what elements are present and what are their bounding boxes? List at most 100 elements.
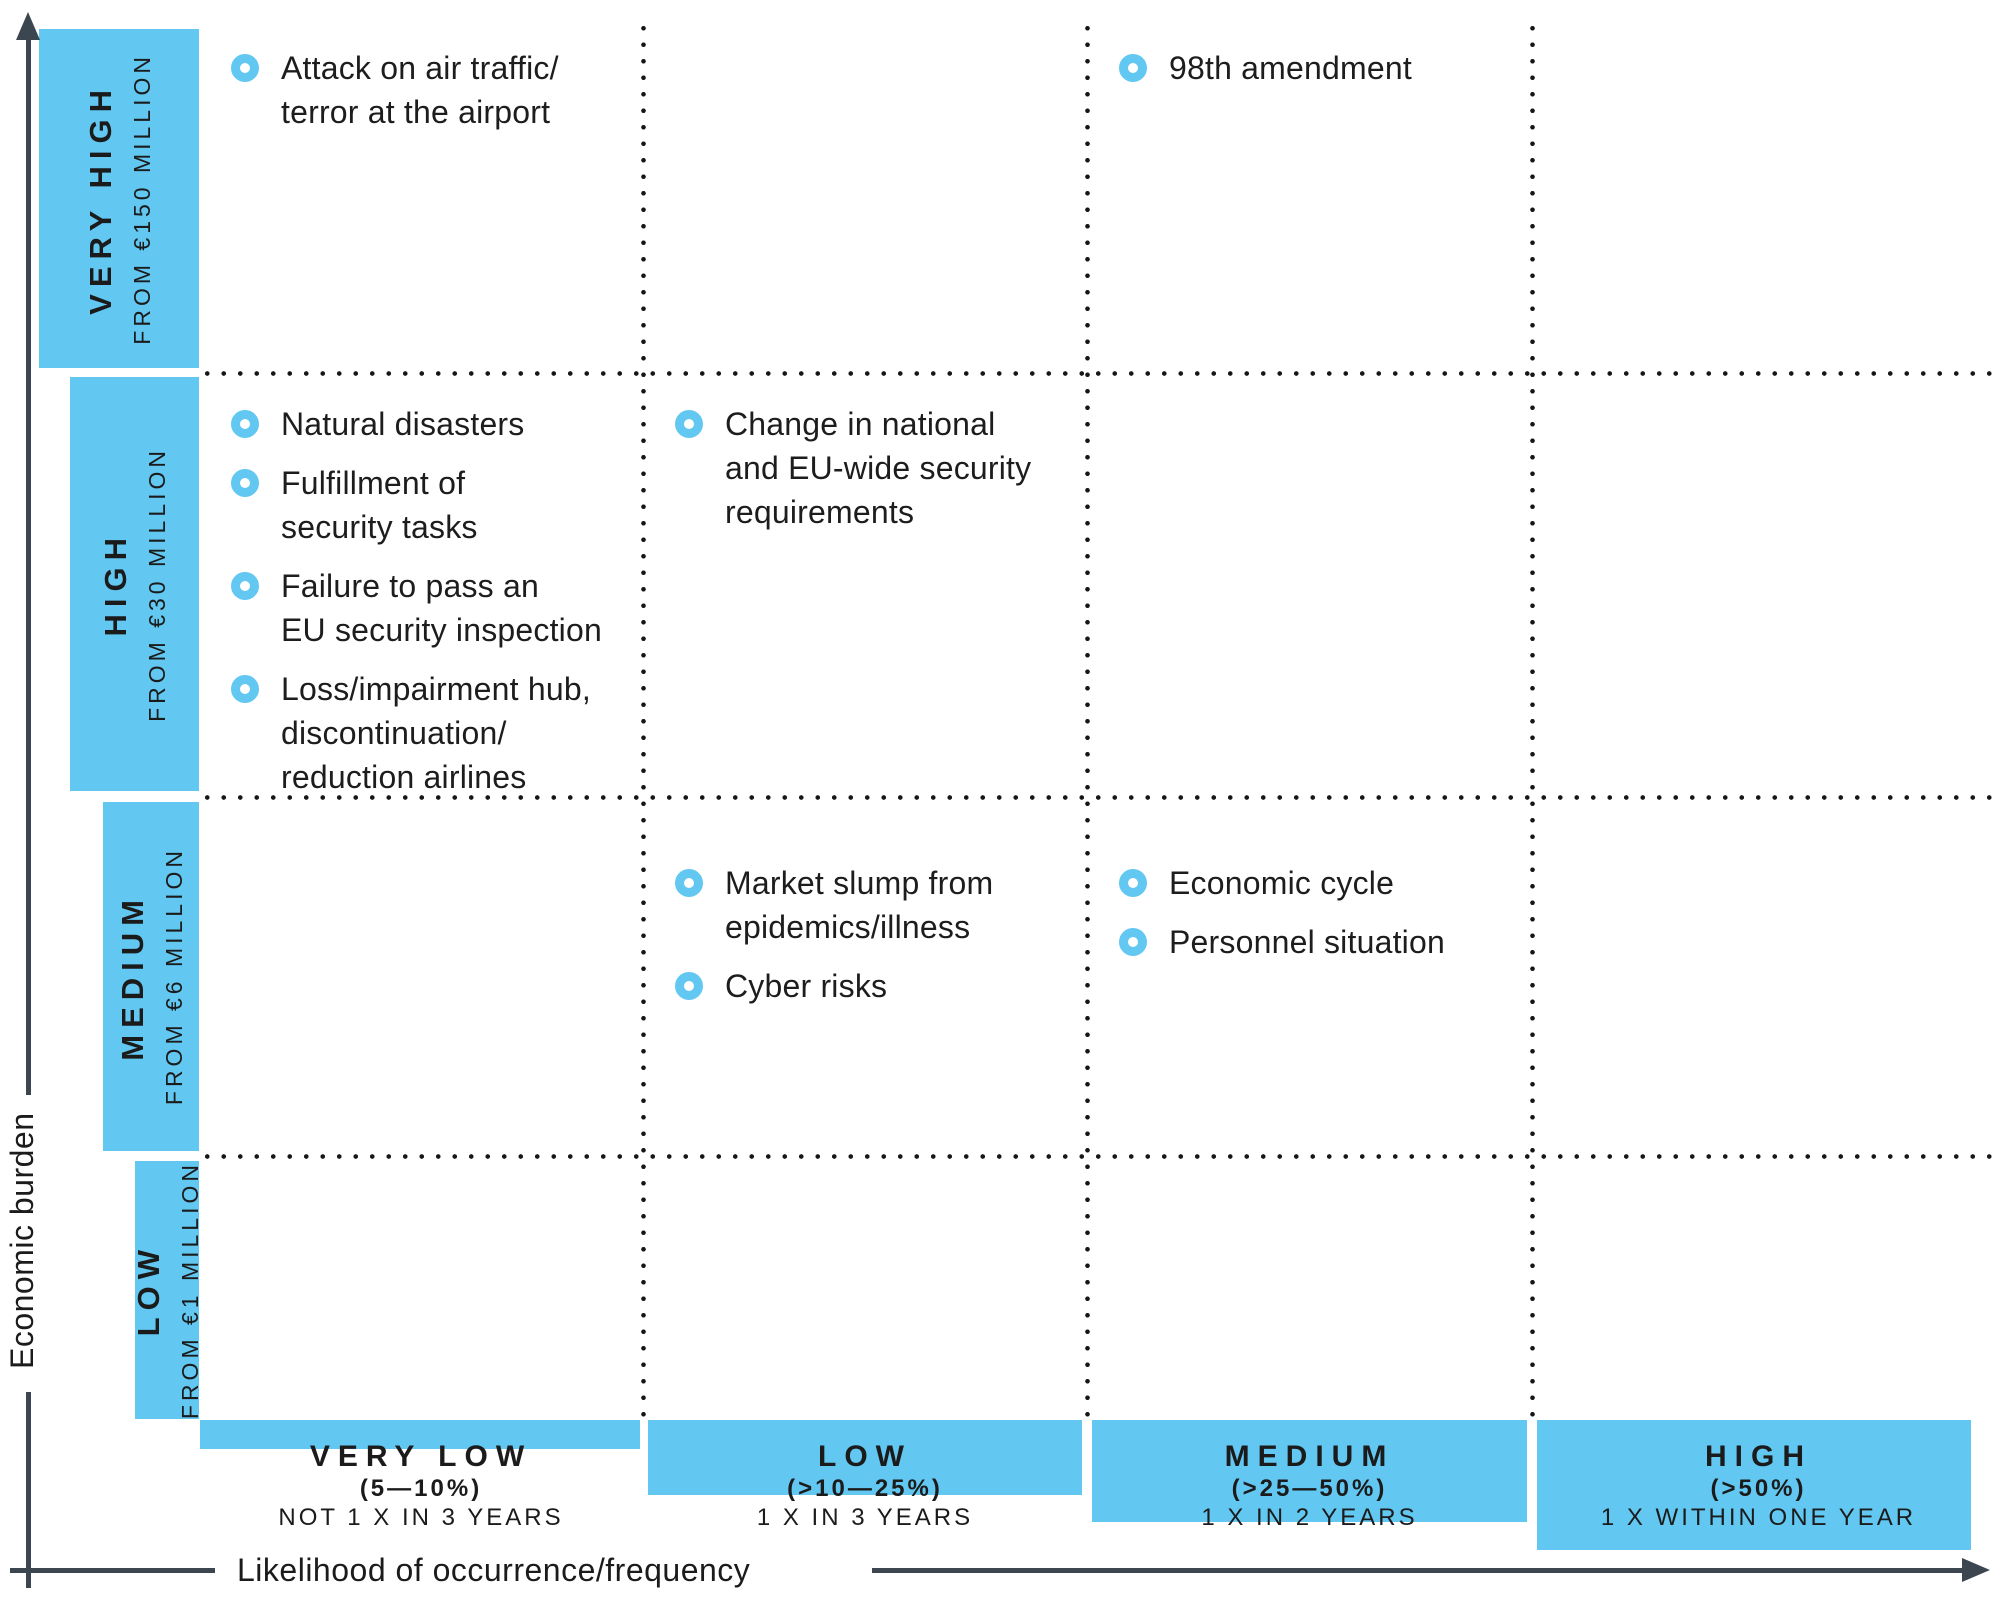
risk-item: Failure to pass an EU security inspectio… — [199, 564, 643, 652]
risk-item-text: Change in national and EU-wide security … — [725, 402, 1031, 534]
y-axis-level-subtitle: FROM €30 MILLION — [144, 446, 170, 722]
y-axis-block-low: LOW FROM €1 MILLION — [131, 1161, 203, 1419]
column-separator-line — [1530, 20, 1535, 1420]
risk-bullet-icon — [231, 572, 259, 600]
x-axis-level-frequency: 1 X IN 2 YEARS — [1201, 1504, 1418, 1531]
risk-item-line: Economic cycle — [1169, 865, 1395, 901]
risk-item: Economic cycle — [1087, 861, 1532, 905]
risk-item: Cyber risks — [643, 964, 1087, 1008]
x-axis-level-frequency: 1 X WITHIN ONE YEAR — [1600, 1504, 1917, 1531]
x-axis-bar-very-low — [200, 1420, 640, 1449]
risk-item-line: Failure to pass an — [281, 568, 539, 604]
row-separator-line — [199, 795, 1995, 800]
risk-item: Market slump from epidemics/illness — [643, 861, 1087, 949]
column-separator-line — [641, 20, 646, 1420]
x-axis-level-title: MEDIUM — [1224, 1440, 1395, 1473]
x-axis-bar-medium — [1092, 1420, 1527, 1522]
x-axis-level-range: (5—10%) — [359, 1475, 483, 1502]
risk-item-line: discontinuation/ — [281, 715, 507, 751]
risk-item-text: Cyber risks — [725, 964, 887, 1008]
risk-item-text: Personnel situation — [1169, 920, 1445, 964]
x-axis-level-title: LOW — [818, 1440, 912, 1473]
risk-item-line: requirements — [725, 494, 915, 530]
cell-medium-low: Market slump from epidemics/illness Cybe… — [643, 861, 1087, 1008]
row-separator-line — [199, 1154, 1995, 1159]
risk-item-line: Attack on air traffic/ — [281, 50, 559, 86]
risk-item-line: 98th amendment — [1169, 50, 1412, 86]
x-axis-arrow-icon — [1962, 1558, 1990, 1582]
risk-bullet-icon — [1119, 928, 1147, 956]
x-axis-line — [10, 1568, 215, 1573]
risk-item-line: Cyber risks — [725, 968, 888, 1004]
risk-bullet-icon — [1119, 54, 1147, 82]
risk-bullet-icon — [1119, 869, 1147, 897]
risk-bullet-icon — [675, 410, 703, 438]
cell-very-high-medium: 98th amendment — [1087, 46, 1532, 90]
risk-item-line: Fulfillment of — [281, 465, 466, 501]
y-axis-level-subtitle: FROM €1 MILLION — [176, 1160, 203, 1420]
risk-item-text: Fulfillment of security tasks — [281, 461, 478, 549]
risk-item-line: Change in national — [725, 406, 996, 442]
x-axis-label-low: LOW (>10—25%) 1 X IN 3 YEARS — [643, 1440, 1087, 1532]
y-axis-block-high: HIGH FROM €30 MILLION — [70, 377, 199, 791]
risk-bullet-icon — [231, 469, 259, 497]
x-axis-bar-low — [648, 1420, 1082, 1495]
risk-item: Loss/impairment hub, discontinuation/ re… — [199, 667, 643, 799]
x-axis-level-title: HIGH — [1705, 1440, 1812, 1473]
y-axis-level-subtitle: FROM €6 MILLION — [160, 847, 187, 1106]
y-axis-arrow-icon — [16, 12, 40, 40]
x-axis-line — [872, 1568, 1964, 1573]
y-axis-level-title: MEDIUM — [114, 892, 150, 1061]
risk-item: 98th amendment — [1087, 46, 1532, 90]
y-axis-caption: Economic burden — [4, 1112, 40, 1369]
cell-high-low: Change in national and EU-wide security … — [643, 402, 1087, 534]
x-axis-level-range: (>25—50%) — [1231, 1475, 1388, 1502]
risk-item-line: epidemics/illness — [725, 909, 971, 945]
y-axis-level-title: HIGH — [98, 531, 133, 637]
y-axis-line — [26, 38, 31, 1095]
x-axis-level-frequency: 1 X IN 3 YEARS — [756, 1504, 974, 1531]
risk-item-line: terror at the airport — [281, 94, 551, 130]
x-axis-level-range: (>10—25%) — [787, 1475, 943, 1502]
y-axis-level-title: VERY HIGH — [82, 82, 118, 315]
risk-item-text: Economic cycle — [1169, 861, 1394, 905]
cell-medium-medium: Economic cycle Personnel situation — [1087, 861, 1532, 964]
x-axis-label-high: HIGH (>50%) 1 X WITHIN ONE YEAR — [1532, 1440, 1985, 1532]
risk-item-line: Natural disasters — [281, 406, 525, 442]
risk-item: Personnel situation — [1087, 920, 1532, 964]
risk-item-line: Market slump from — [725, 865, 994, 901]
risk-item-text: Loss/impairment hub, discontinuation/ re… — [281, 667, 591, 799]
risk-item: Fulfillment of security tasks — [199, 461, 643, 549]
y-axis-level-title: LOW — [130, 1243, 166, 1337]
risk-item-line: security tasks — [281, 509, 478, 545]
x-axis-caption: Likelihood of occurrence/frequency — [237, 1552, 751, 1588]
risk-bullet-icon — [231, 410, 259, 438]
risk-item-line: and EU-wide security — [725, 450, 1032, 486]
risk-item-line: Personnel situation — [1169, 924, 1445, 960]
risk-bullet-icon — [231, 54, 259, 82]
risk-bullet-icon — [675, 972, 703, 1000]
cell-high-very-low: Natural disasters Fulfillment of securit… — [199, 402, 643, 799]
risk-bullet-icon — [675, 869, 703, 897]
risk-item-text: Attack on air traffic/ terror at the air… — [281, 46, 559, 134]
x-axis-level-frequency: NOT 1 X IN 3 YEARS — [278, 1504, 564, 1531]
risk-item-text: Failure to pass an EU security inspectio… — [281, 564, 602, 652]
cell-very-high-very-low: Attack on air traffic/ terror at the air… — [199, 46, 643, 134]
x-axis-label-very-low: VERY LOW (5—10%) NOT 1 X IN 3 YEARS — [199, 1440, 643, 1532]
risk-item-text: 98th amendment — [1169, 46, 1412, 90]
row-separator-line — [199, 371, 1995, 376]
y-axis-level-subtitle: FROM €150 MILLION — [128, 52, 155, 345]
risk-item: Natural disasters — [199, 402, 643, 446]
risk-item: Attack on air traffic/ terror at the air… — [199, 46, 643, 134]
x-axis-bar-high — [1537, 1420, 1971, 1550]
y-axis-line — [26, 1392, 31, 1588]
x-axis-level-title: VERY LOW — [309, 1440, 533, 1473]
x-axis-level-range: (>50%) — [1710, 1475, 1807, 1502]
risk-item-line: Loss/impairment hub, — [281, 671, 591, 707]
risk-item: Change in national and EU-wide security … — [643, 402, 1087, 534]
y-axis-block-medium: MEDIUM FROM €6 MILLION — [103, 802, 199, 1151]
risk-item-line: EU security inspection — [281, 612, 602, 648]
risk-item-line: reduction airlines — [281, 759, 527, 795]
y-axis-block-very-high: VERY HIGH FROM €150 MILLION — [39, 29, 199, 368]
